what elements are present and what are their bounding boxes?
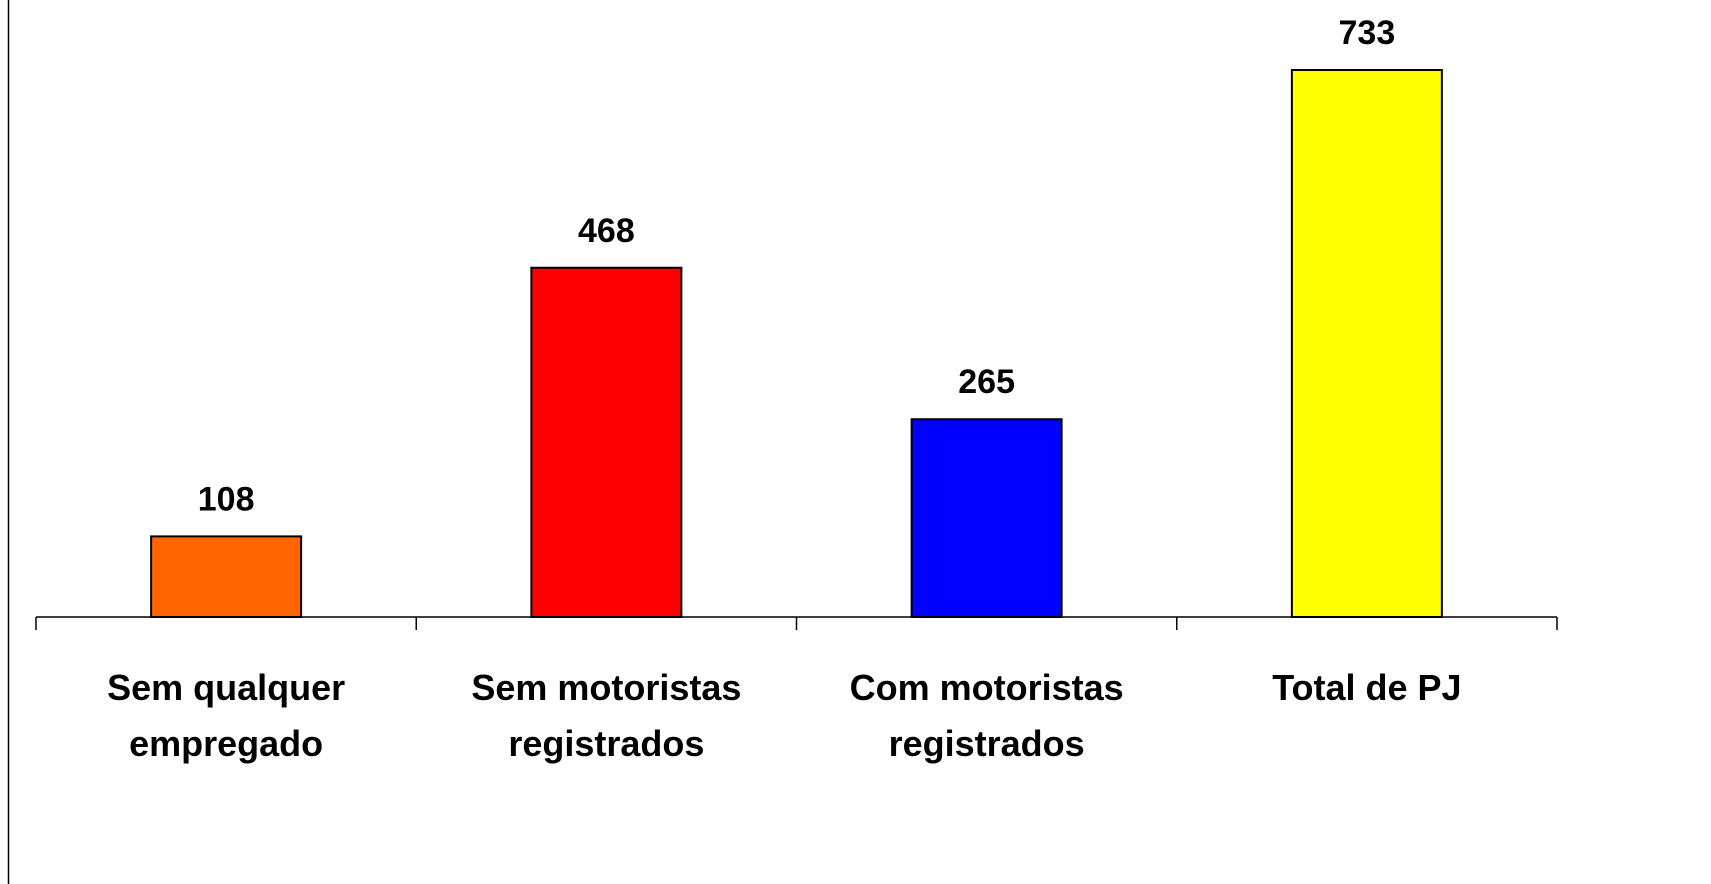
bar <box>1290 69 1443 618</box>
data-label: 468 <box>578 212 635 250</box>
bar <box>150 535 303 619</box>
bar <box>530 266 683 618</box>
data-label: 265 <box>958 363 1015 401</box>
x-tick-label: Com motoristas registrados <box>849 667 1124 764</box>
data-label: 733 <box>1339 14 1396 52</box>
x-tick-label: Sem motoristas registrados <box>471 667 742 764</box>
bar <box>910 418 1063 618</box>
x-tick-label: Total de PJ <box>1272 667 1462 708</box>
data-label: 108 <box>198 480 255 518</box>
x-tick-label: Sem qualquer empregado <box>107 667 346 764</box>
